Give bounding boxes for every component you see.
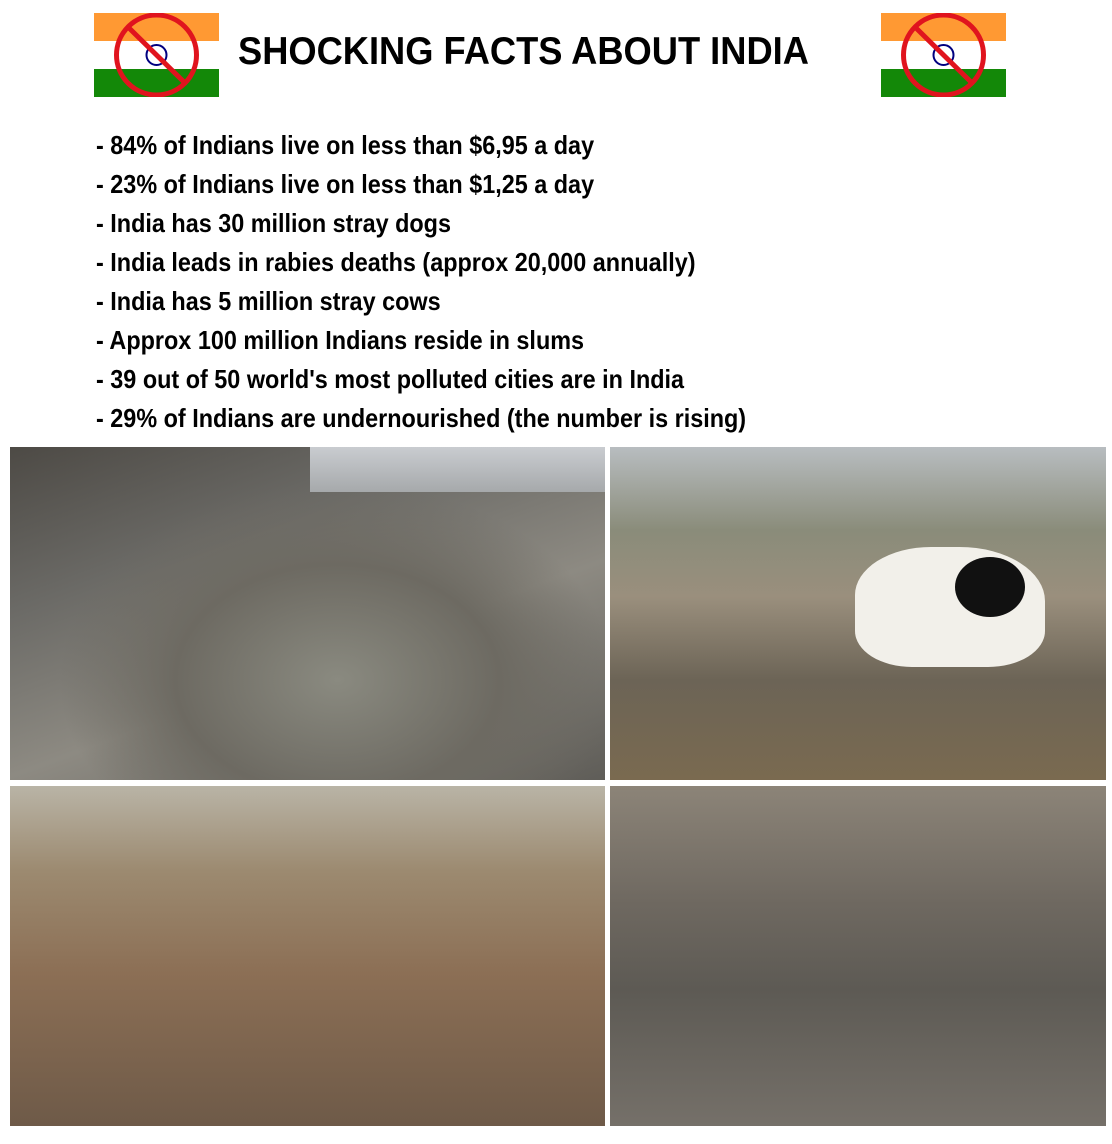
fact-item: - 23% of Indians live on less than $1,25… (96, 169, 595, 199)
fact-item: - India leads in rabies deaths (approx 2… (96, 247, 696, 277)
facts-list: - 84% of Indians live on less than $6,95… (96, 126, 818, 438)
crossed-out-india-flag-icon (881, 13, 1006, 97)
fact-item: - 39 out of 50 world's most polluted cit… (96, 364, 685, 394)
fact-item: - 84% of Indians live on less than $6,95… (96, 130, 595, 160)
cow-eating-garbage-street-photo (610, 447, 1106, 780)
fact-item: - India has 30 million stray dogs (96, 208, 451, 238)
fact-item: - Approx 100 million Indians reside in s… (96, 325, 585, 355)
page-title: SHOCKING FACTS ABOUT INDIA (238, 30, 809, 73)
garbage-filled-canal-photo (10, 447, 605, 780)
slum-with-garbage-photo (610, 786, 1106, 1126)
crossed-out-india-flag-icon (94, 13, 219, 97)
fact-item: - 29% of Indians are undernourished (the… (96, 403, 747, 433)
fact-item: - India has 5 million stray cows (96, 286, 441, 316)
crowded-market-street-photo (10, 786, 605, 1126)
